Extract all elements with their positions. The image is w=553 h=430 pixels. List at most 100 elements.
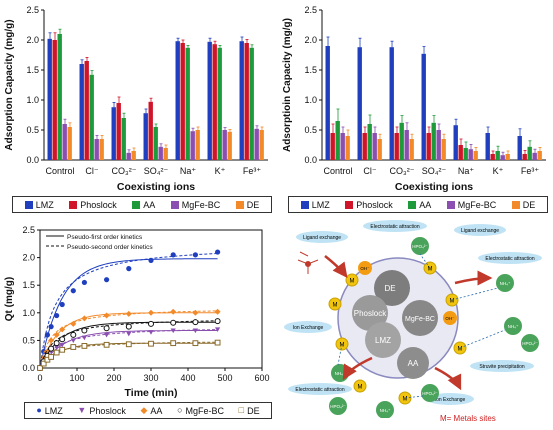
legend-item: DE: [235, 200, 259, 210]
x-tick-label: 600: [254, 373, 269, 383]
y-tick-label: 1.0: [26, 95, 39, 105]
mechanism-label: Struvite precipitation: [479, 364, 525, 370]
svg-text:M: M: [458, 347, 463, 353]
y-tick-label: 2.0: [26, 35, 39, 45]
bar: [357, 47, 362, 161]
bar: [163, 148, 168, 160]
data-point: [59, 301, 65, 308]
data-point: [170, 328, 176, 334]
mechanism-label: Ion Exchange: [293, 325, 324, 331]
material-label: MgFe-BC: [405, 316, 435, 323]
svg-text:M: M: [350, 279, 355, 285]
data-point: [70, 288, 76, 294]
data-point: [148, 330, 154, 335]
y-axis-label: Qt (mg/g): [4, 277, 15, 321]
x-tick-label: SO₄²⁻: [144, 166, 169, 176]
bar-chart-left: 0.0 0.5 1.0 1.5 2.0 2.5 Control Cl⁻ CO₃²⁻ SO₄²⁻ Na…: [4, 5, 268, 193]
bar-legend-left: LMZ Phoslock AA MgFe-BC DE: [12, 196, 272, 213]
x-axis-label: Time (min): [125, 387, 178, 399]
bar: [47, 38, 52, 160]
data-point: [214, 308, 221, 315]
bar: [468, 149, 473, 160]
y-tick-label: 0.5: [304, 125, 317, 135]
hydroxyl-marker: OH⁻: [360, 266, 370, 271]
legend-item: DE: [511, 200, 535, 210]
pfo-fit-line: [39, 321, 218, 369]
mechanism-scheme: DE Phoslock MgFe-BC LMZ AA Ligand exchan…: [284, 220, 542, 418]
bar: [259, 130, 264, 160]
data-point: [192, 309, 199, 316]
connector-lines: [337, 253, 506, 399]
y-tick-label: 2.5: [304, 5, 317, 15]
data-point: [192, 340, 199, 347]
bar: [421, 53, 426, 160]
x-tick-label: Na⁺: [458, 166, 475, 176]
bar: [79, 64, 84, 160]
bar: [399, 122, 404, 160]
bar: [463, 148, 468, 160]
bar: [57, 34, 62, 160]
bar: [62, 124, 67, 160]
legend-item: MgFe-BC: [170, 200, 220, 210]
x-tick-label: Na⁺: [180, 166, 197, 176]
bar: [121, 118, 126, 160]
bar: [404, 130, 409, 160]
bar: [325, 46, 330, 160]
x-tick-label: K⁺: [215, 166, 226, 176]
legend-text: Pseudo-second order kinetics: [67, 244, 153, 251]
x-tick-label: 500: [217, 373, 232, 383]
data-point: [192, 319, 199, 326]
bar: [244, 43, 249, 160]
y-tick-label: 0.5: [22, 335, 35, 345]
bar: [473, 151, 478, 160]
data-point: [125, 323, 132, 330]
y-tick-label: 2.0: [22, 253, 35, 263]
bar: [222, 130, 227, 160]
data-point: [81, 335, 87, 341]
data-point: [214, 318, 221, 325]
data-point: [148, 257, 154, 263]
bar: [126, 152, 131, 160]
legend-item: ▼ Phoslock: [77, 405, 126, 416]
bar: [153, 127, 158, 160]
bar: [227, 131, 232, 160]
x-tick-label: Control: [45, 166, 74, 176]
bar: [335, 121, 340, 160]
legend-item: AA: [132, 200, 155, 210]
data-point: [59, 326, 66, 333]
ion-label: HPO₄²⁻: [412, 244, 428, 249]
bar: [143, 113, 148, 160]
legend-item: Phoslock: [345, 200, 393, 210]
bar: [394, 133, 399, 160]
y-tick-label: 1.5: [304, 65, 317, 75]
legend-item: ● LMZ: [36, 405, 63, 416]
pso-fit-line: [39, 310, 218, 369]
data-point: [40, 360, 47, 367]
x-tick-label: Cl⁻: [363, 166, 376, 176]
bar: [148, 101, 153, 160]
material-label: LMZ: [375, 336, 391, 345]
y-tick-label: 0.0: [22, 363, 35, 373]
bar: [517, 136, 522, 160]
data-point: [48, 324, 54, 330]
data-point: [103, 325, 110, 332]
data-point: [148, 309, 154, 316]
phosphate-molecule-icon: [297, 251, 319, 274]
bar: [111, 107, 116, 160]
data-point: [170, 340, 177, 347]
data-point: [81, 315, 88, 322]
data-point: [104, 277, 110, 283]
data-point: [192, 252, 198, 258]
legend-item: LMZ: [24, 200, 54, 210]
legend-text: Pseudo-first order kinetics: [67, 234, 143, 241]
bar: [89, 74, 94, 160]
x-axis-label: Coexisting ions: [117, 181, 195, 193]
bar: [522, 154, 527, 160]
data-point: [170, 319, 177, 326]
data-point: [70, 331, 77, 338]
legend-item: AA: [408, 200, 431, 210]
bar: [441, 139, 446, 160]
bar: [175, 41, 180, 161]
legend-item: ○ MgFe-BC: [177, 405, 225, 416]
x-axis-label: Coexisting ions: [395, 181, 473, 193]
